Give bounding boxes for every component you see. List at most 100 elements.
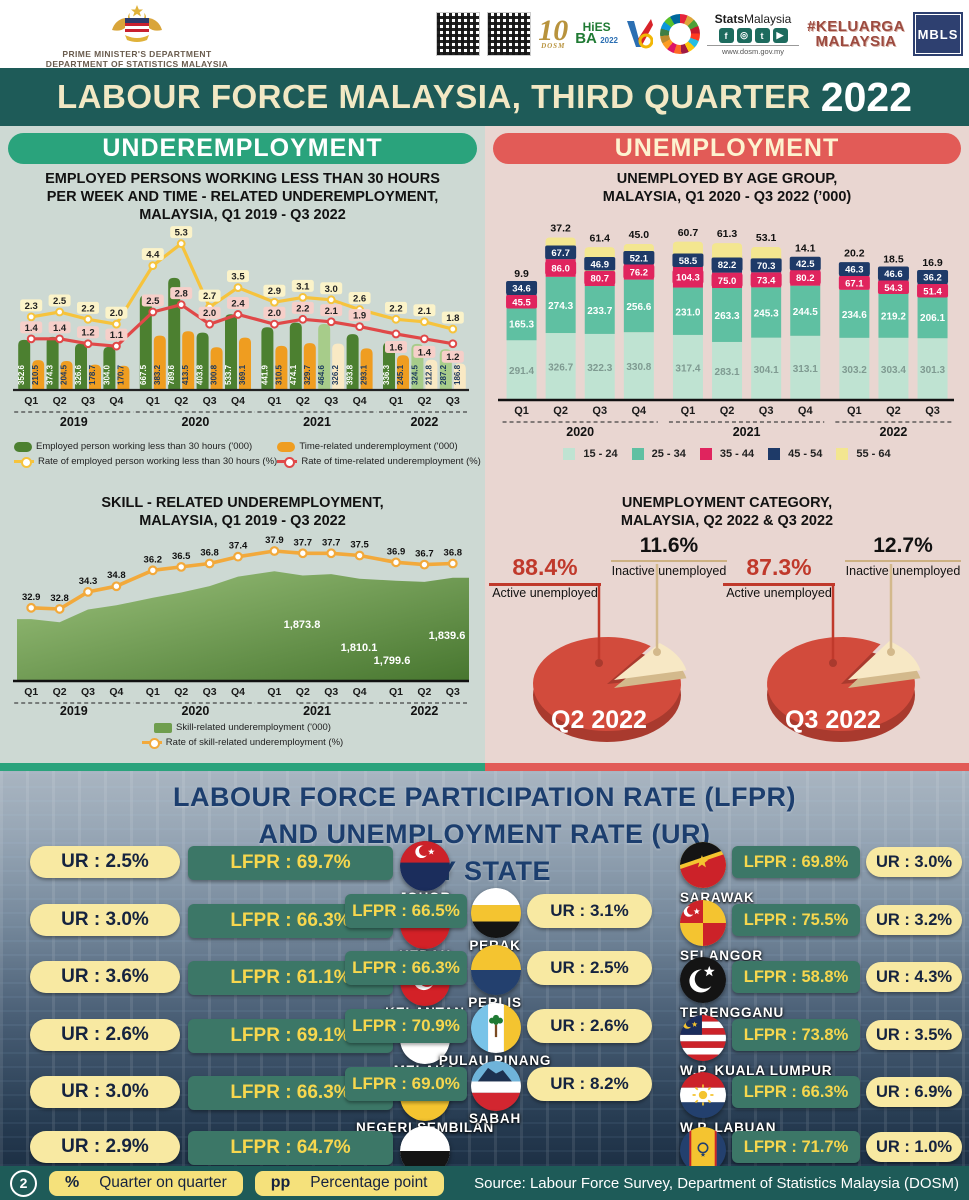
department-branding: PRIME MINISTER'S DEPARTMENT DEPARTMENT O… bbox=[22, 4, 252, 69]
skill-underemployment-area-chart: 32.9 32.8 34.3 34.8 36.2 36.5 36.8 37.4 37.9 37.7… bbox=[13, 535, 470, 718]
kuala-lumpur-flag-icon bbox=[680, 1015, 726, 1061]
qr-code-icon bbox=[436, 12, 481, 56]
states-right-column: UR : 3.0% LFPR : 69.8% SARAWAK UR : 3.2% LF… bbox=[680, 771, 965, 1166]
lfpr-value: LFPR : 69.8% bbox=[732, 846, 860, 878]
svg-text:233.7: 233.7 bbox=[587, 306, 612, 317]
svg-text:Q1: Q1 bbox=[146, 686, 160, 698]
svg-text:1.4: 1.4 bbox=[25, 323, 39, 334]
svg-text:Q2 2022: Q2 2022 bbox=[551, 706, 647, 734]
svg-text:413.5: 413.5 bbox=[181, 364, 190, 385]
svg-text:3.1: 3.1 bbox=[296, 281, 310, 292]
svg-text:36.2: 36.2 bbox=[144, 554, 163, 565]
svg-text:256.6: 256.6 bbox=[626, 302, 651, 313]
svg-text:1.8: 1.8 bbox=[446, 313, 459, 324]
svg-text:291.4: 291.4 bbox=[509, 366, 534, 377]
svg-text:37.5: 37.5 bbox=[350, 540, 369, 551]
facebook-icon[interactable]: f bbox=[718, 28, 734, 43]
svg-text:300.8: 300.8 bbox=[210, 364, 219, 385]
svg-text:245.1: 245.1 bbox=[396, 364, 405, 385]
state-row-kuala-lumpur: UR : 3.5% LFPR : 73.8% W.P. KUALA LUMPUR bbox=[680, 1015, 965, 1078]
keluarga-malaysia-logo: #KELUARGA MALAYSIA bbox=[807, 18, 905, 50]
svg-text:Q2: Q2 bbox=[417, 686, 431, 698]
svg-text:34.6: 34.6 bbox=[512, 283, 531, 294]
svg-text:1.2: 1.2 bbox=[81, 328, 94, 339]
svg-text:1,799.6: 1,799.6 bbox=[374, 655, 411, 667]
state-row-pahang: UR : 2.9%LFPR : 64.7% PAHANG bbox=[30, 1126, 490, 1166]
svg-text:2.1: 2.1 bbox=[325, 306, 339, 317]
chart2-title: SKILL - RELATED UNDEREMPLOYMENT, MALAYSI… bbox=[101, 495, 384, 529]
svg-text:326.2: 326.2 bbox=[331, 364, 340, 385]
svg-text:293.1: 293.1 bbox=[360, 364, 369, 385]
youtube-icon[interactable]: ▶ bbox=[772, 28, 788, 43]
svg-text:20.2: 20.2 bbox=[844, 247, 865, 259]
svg-text:403.8: 403.8 bbox=[196, 364, 205, 385]
svg-text:52.1: 52.1 bbox=[630, 254, 649, 265]
svg-text:3.0: 3.0 bbox=[325, 284, 338, 295]
svg-text:37.9: 37.9 bbox=[265, 535, 284, 546]
svg-text:2.4: 2.4 bbox=[231, 298, 245, 309]
svg-text:76.2: 76.2 bbox=[630, 268, 649, 279]
svg-text:Q2: Q2 bbox=[174, 395, 188, 407]
svg-text:34.8: 34.8 bbox=[107, 570, 126, 581]
svg-text:67.7: 67.7 bbox=[551, 248, 570, 259]
footer: 2 % Quarter on quarter pp Percentage point… bbox=[0, 1166, 969, 1200]
state-row-kedah: UR : 3.0%LFPR : 66.3% KEDAH bbox=[30, 899, 490, 963]
svg-text:245.3: 245.3 bbox=[754, 309, 779, 320]
legend-item: 15 - 24 bbox=[563, 448, 618, 460]
lfpr-value: LFPR : 75.5% bbox=[732, 904, 860, 936]
svg-text:2.0: 2.0 bbox=[203, 308, 216, 319]
mbls-logo: MBLS bbox=[913, 12, 963, 56]
svg-text:1.1: 1.1 bbox=[110, 330, 124, 341]
svg-text:287.2: 287.2 bbox=[439, 364, 448, 385]
lfpr-value: LFPR : 58.8% bbox=[732, 961, 860, 993]
twitter-icon[interactable]: t bbox=[754, 28, 770, 43]
svg-text:2020: 2020 bbox=[181, 704, 209, 718]
state-name: PULAU PINANG bbox=[438, 1053, 552, 1068]
ur-value: UR : 3.6% bbox=[30, 961, 180, 993]
lfpr-value: LFPR : 71.7% bbox=[732, 1131, 860, 1163]
ur-value: UR : 8.2% bbox=[527, 1067, 652, 1101]
sabah-flag-icon bbox=[471, 1061, 521, 1111]
stats-malaysia-block: StatsMalaysia f ◎ t ▶ www.dosm.gov.my bbox=[707, 12, 799, 56]
inactive-label: Inactive unemployed bbox=[845, 564, 961, 578]
svg-text:Q3: Q3 bbox=[81, 395, 95, 407]
svg-text:2021: 2021 bbox=[733, 425, 761, 439]
source-note: Source: Labour Force Survey, Department … bbox=[474, 1174, 959, 1192]
svg-text:789.6: 789.6 bbox=[167, 364, 176, 385]
svg-text:2.8: 2.8 bbox=[175, 289, 188, 300]
svg-text:37.4: 37.4 bbox=[229, 541, 248, 552]
website-link[interactable]: www.dosm.gov.my bbox=[707, 45, 799, 56]
svg-text:51.4: 51.4 bbox=[923, 286, 942, 297]
state-name: SABAH bbox=[468, 1111, 522, 1126]
svg-text:304.1: 304.1 bbox=[754, 365, 779, 376]
legend-item: 25 - 34 bbox=[631, 448, 686, 460]
svg-text:Q1: Q1 bbox=[24, 395, 38, 407]
svg-text:3.5: 3.5 bbox=[231, 272, 245, 283]
svg-text:61.3: 61.3 bbox=[717, 228, 738, 240]
green-bar-marker bbox=[14, 441, 32, 452]
chart1-title: EMPLOYED PERSONS WORKING LESS THAN 30 HO… bbox=[45, 171, 440, 223]
svg-text:2021: 2021 bbox=[303, 415, 331, 429]
svg-text:Q3: Q3 bbox=[446, 686, 460, 698]
instagram-icon[interactable]: ◎ bbox=[736, 28, 752, 43]
page-title: LABOUR FORCE MALAYSIA, THIRD QUARTER bbox=[57, 78, 811, 115]
svg-text:5.3: 5.3 bbox=[175, 228, 188, 239]
svg-text:Q1: Q1 bbox=[514, 405, 529, 417]
svg-text:1.6: 1.6 bbox=[389, 342, 402, 353]
svg-text:204.5: 204.5 bbox=[60, 364, 69, 385]
inactive-pct: 12.7% bbox=[845, 534, 961, 562]
svg-text:58.5: 58.5 bbox=[679, 256, 698, 267]
svg-text:Q4: Q4 bbox=[109, 686, 123, 698]
svg-text:46.6: 46.6 bbox=[884, 269, 903, 280]
svg-text:Q2: Q2 bbox=[553, 405, 568, 417]
svg-text:2.5: 2.5 bbox=[53, 296, 67, 307]
note-percentage-point: pp Percentage point bbox=[254, 1170, 444, 1196]
svg-text:2.2: 2.2 bbox=[81, 303, 94, 314]
svg-text:231.0: 231.0 bbox=[675, 307, 700, 318]
pie-chart-q2-2022: Q2 2022 bbox=[533, 564, 687, 742]
sdg-wheel-icon bbox=[660, 14, 700, 54]
svg-text:73.4: 73.4 bbox=[757, 276, 776, 287]
section-divider bbox=[0, 763, 969, 771]
svg-text:75.0: 75.0 bbox=[718, 276, 737, 287]
